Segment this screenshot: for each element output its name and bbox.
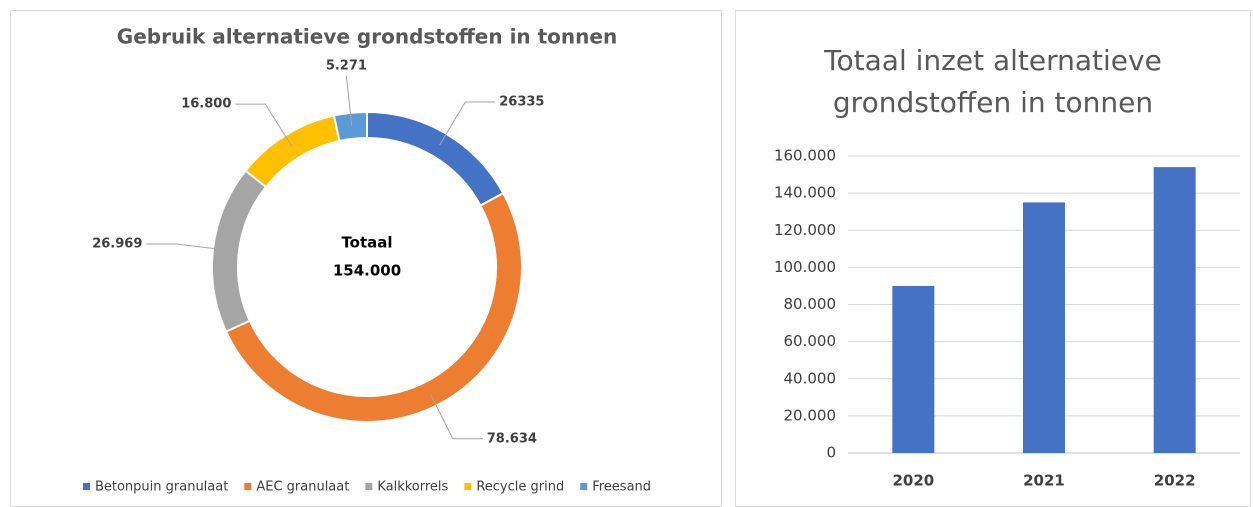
legend-swatch: [244, 483, 252, 490]
leader-line: [439, 101, 496, 146]
y-tick-label: 140.000: [774, 184, 836, 202]
bar: [892, 285, 935, 453]
y-tick-label: 80.000: [784, 295, 837, 313]
leader-line: [429, 393, 483, 440]
leader-line: [235, 103, 293, 147]
y-tick-label: 100.000: [774, 258, 836, 276]
data-label: 5.271: [326, 59, 367, 74]
chart-title: Gebruik alternatieve grondstoffen in ton…: [117, 25, 617, 49]
chart-title: Totaal inzet alternatieve grondstoffen in…: [823, 44, 1162, 119]
legend-swatch: [464, 483, 472, 490]
x-tick-label: 2022: [1154, 472, 1196, 490]
legend-swatch: [580, 483, 588, 490]
y-tick-label: 20.000: [784, 406, 837, 424]
data-label: 78.634: [487, 431, 537, 446]
leader-line: [345, 76, 353, 126]
legend: Betonpuin granulaat AEC granulaat Kalkkorr…: [82, 480, 651, 495]
panel: [10, 10, 722, 507]
data-label: 16.800: [181, 97, 231, 112]
x-tick-label: 2021: [1023, 472, 1065, 490]
legend-label: Kalkkorrels: [377, 480, 448, 495]
y-tick-label: 40.000: [784, 369, 837, 387]
x-tick-label: 2020: [892, 472, 934, 490]
bar: [1023, 202, 1065, 453]
y-tick-label: 0: [826, 444, 836, 462]
legend-label: AEC granulaat: [256, 480, 349, 495]
y-tick-label: 60.000: [784, 332, 837, 350]
data-label: 26335: [499, 95, 544, 110]
bar: [1153, 167, 1196, 453]
leader-line: [146, 243, 227, 251]
donut-slice: [332, 110, 368, 143]
legend-label: Betonpuin granulaat: [95, 480, 228, 495]
legend-swatch: [365, 483, 373, 490]
data-label: 26.969: [92, 236, 142, 251]
legend-label: Freesand: [592, 480, 651, 495]
legend-label: Recycle grind: [476, 480, 564, 495]
center-label: 154.000: [333, 262, 401, 280]
y-tick-label: 160.000: [774, 147, 836, 165]
y-tick-label: 120.000: [774, 221, 836, 239]
legend-swatch: [82, 483, 90, 490]
center-label: Totaal: [341, 234, 392, 252]
